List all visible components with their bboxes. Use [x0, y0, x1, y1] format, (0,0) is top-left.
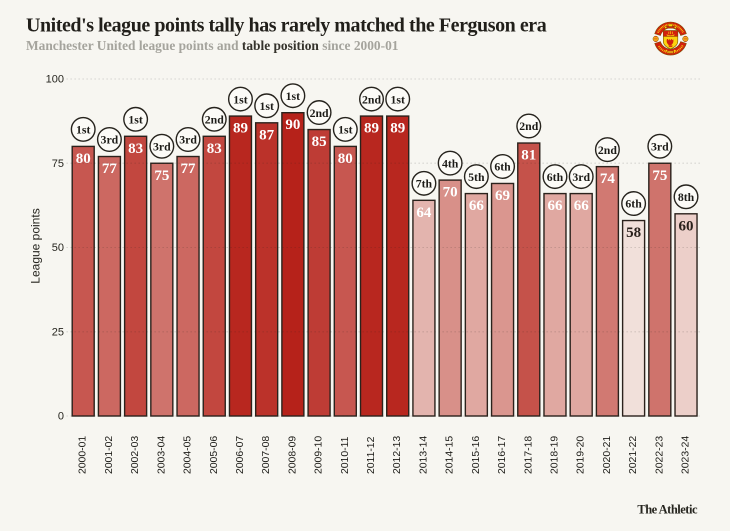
svg-text:1st: 1st — [128, 112, 142, 126]
svg-text:2019-20: 2019-20 — [576, 436, 587, 474]
svg-text:2012-13: 2012-13 — [392, 436, 403, 474]
svg-text:2004-05: 2004-05 — [183, 436, 194, 474]
svg-text:2011-12: 2011-12 — [366, 436, 377, 474]
svg-text:2001-02: 2001-02 — [104, 436, 115, 474]
svg-text:90: 90 — [285, 117, 300, 133]
svg-text:81: 81 — [521, 148, 536, 164]
svg-text:64: 64 — [416, 205, 432, 221]
svg-text:8th: 8th — [678, 190, 695, 204]
svg-text:50: 50 — [52, 242, 64, 254]
svg-text:1st: 1st — [259, 99, 273, 113]
svg-text:87: 87 — [259, 127, 275, 143]
svg-text:2007-08: 2007-08 — [261, 436, 272, 474]
svg-text:2nd: 2nd — [205, 112, 224, 126]
svg-text:2022-23: 2022-23 — [654, 436, 665, 474]
svg-text:2003-04: 2003-04 — [156, 436, 167, 474]
svg-text:2nd: 2nd — [310, 106, 329, 120]
svg-text:1st: 1st — [286, 89, 300, 103]
svg-text:69: 69 — [495, 188, 510, 204]
svg-text:60: 60 — [679, 218, 694, 234]
svg-text:7th: 7th — [416, 177, 433, 191]
svg-text:3rd: 3rd — [101, 133, 119, 147]
svg-text:70: 70 — [443, 185, 458, 201]
svg-text:6th: 6th — [494, 160, 511, 174]
svg-text:85: 85 — [312, 134, 327, 150]
svg-text:2023-24: 2023-24 — [681, 436, 692, 474]
svg-text:2013-14: 2013-14 — [418, 436, 429, 474]
svg-text:2021-22: 2021-22 — [628, 436, 639, 474]
svg-text:2006-07: 2006-07 — [235, 436, 246, 474]
svg-text:2016-17: 2016-17 — [497, 436, 508, 474]
svg-text:1st: 1st — [391, 92, 405, 106]
svg-text:3rd: 3rd — [572, 170, 590, 184]
svg-text:2010-11: 2010-11 — [340, 436, 351, 474]
svg-text:Manchester United league point: Manchester United league points and tabl… — [26, 38, 398, 53]
svg-text:2002-03: 2002-03 — [130, 436, 141, 474]
svg-text:100: 100 — [46, 74, 64, 86]
svg-text:89: 89 — [364, 121, 379, 137]
svg-text:77: 77 — [102, 161, 118, 177]
svg-text:1st: 1st — [338, 123, 352, 137]
svg-text:66: 66 — [574, 198, 590, 214]
svg-text:1st: 1st — [233, 92, 247, 106]
svg-text:2020-21: 2020-21 — [602, 436, 613, 474]
svg-text:89: 89 — [390, 121, 405, 137]
svg-text:75: 75 — [652, 168, 667, 184]
svg-text:2017-18: 2017-18 — [523, 436, 534, 474]
svg-text:4th: 4th — [442, 156, 459, 170]
svg-text:3rd: 3rd — [179, 133, 197, 147]
svg-text:5th: 5th — [468, 170, 485, 184]
svg-text:2000-01: 2000-01 — [78, 436, 89, 474]
svg-text:1st: 1st — [76, 123, 90, 137]
svg-text:25: 25 — [52, 326, 64, 338]
svg-text:66: 66 — [469, 198, 485, 214]
svg-text:The Athletic: The Athletic — [637, 503, 698, 517]
svg-text:2015-16: 2015-16 — [471, 436, 482, 474]
svg-text:66: 66 — [547, 198, 563, 214]
svg-text:League points: League points — [29, 208, 43, 283]
svg-text:2nd: 2nd — [598, 143, 617, 157]
svg-text:77: 77 — [181, 161, 197, 177]
svg-text:75: 75 — [52, 158, 64, 170]
svg-text:80: 80 — [76, 151, 91, 167]
svg-text:2014-15: 2014-15 — [445, 436, 456, 474]
svg-text:74: 74 — [600, 171, 616, 187]
svg-text:80: 80 — [338, 151, 353, 167]
svg-text:83: 83 — [128, 141, 143, 157]
svg-text:0: 0 — [58, 411, 64, 423]
svg-text:89: 89 — [233, 121, 248, 137]
svg-text:75: 75 — [154, 168, 169, 184]
svg-text:2008-09: 2008-09 — [287, 436, 298, 474]
svg-text:2nd: 2nd — [362, 92, 381, 106]
svg-text:58: 58 — [626, 225, 641, 241]
svg-text:6th: 6th — [625, 197, 642, 211]
svg-text:6th: 6th — [547, 170, 564, 184]
svg-text:2018-19: 2018-19 — [549, 436, 560, 474]
svg-text:2009-10: 2009-10 — [314, 436, 325, 474]
svg-text:83: 83 — [207, 141, 222, 157]
svg-text:2nd: 2nd — [519, 119, 538, 133]
svg-text:3rd: 3rd — [651, 139, 669, 153]
svg-text:2005-06: 2005-06 — [209, 436, 220, 474]
svg-text:United's league points tally h: United's league points tally has rarely … — [26, 15, 547, 37]
svg-text:3rd: 3rd — [153, 139, 171, 153]
